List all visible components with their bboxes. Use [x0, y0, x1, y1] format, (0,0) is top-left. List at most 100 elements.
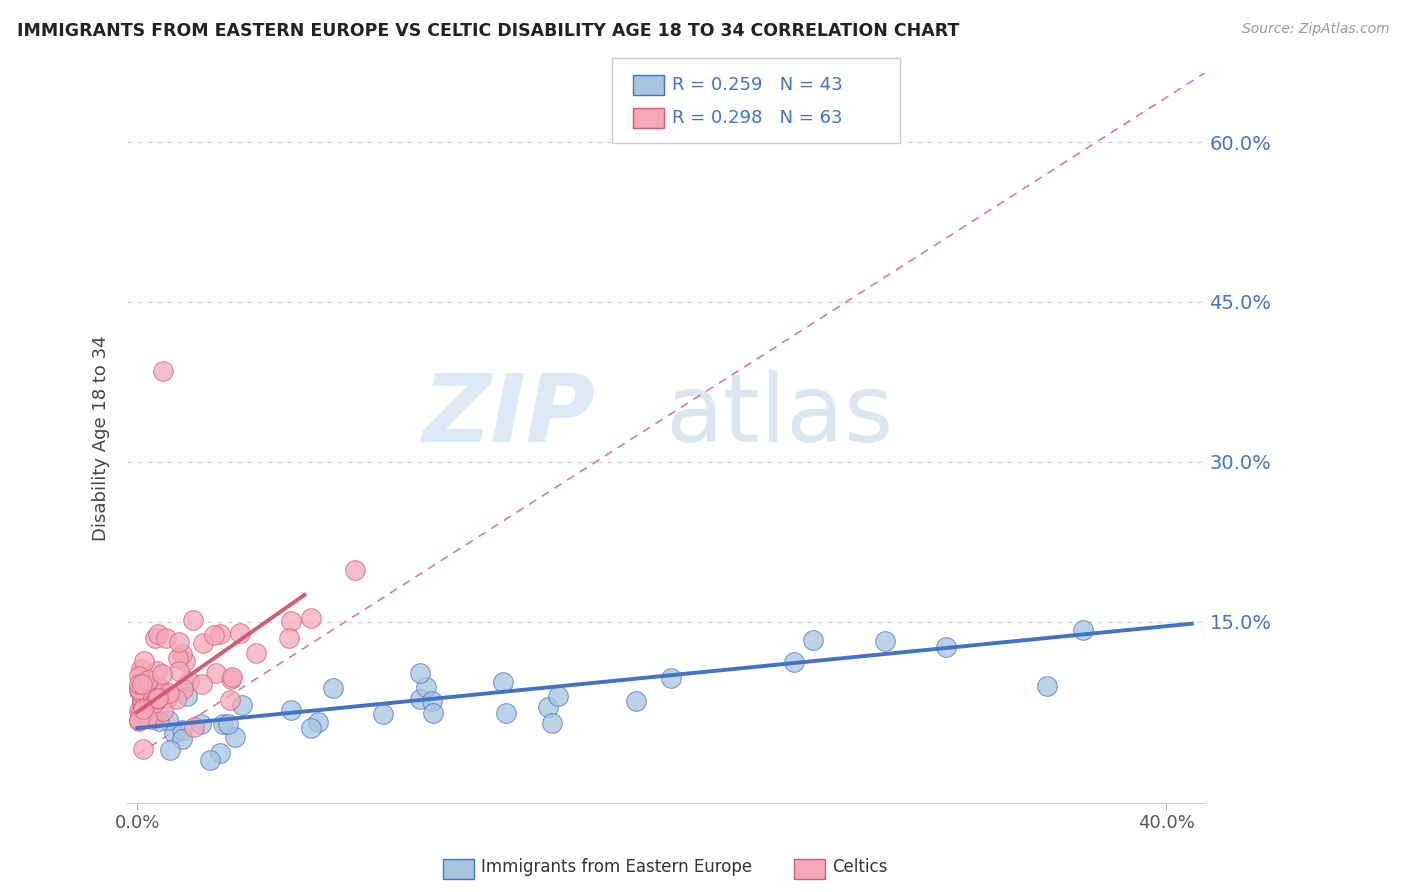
- Point: [245, 646, 267, 660]
- Point: [200, 753, 222, 767]
- Text: IMMIGRANTS FROM EASTERN EUROPE VS CELTIC DISABILITY AGE 18 TO 34 CORRELATION CHA: IMMIGRANTS FROM EASTERN EUROPE VS CELTIC…: [17, 22, 959, 40]
- Point: [167, 635, 190, 649]
- Point: [146, 664, 169, 678]
- Point: [145, 691, 167, 706]
- Text: Immigrants from Eastern Europe: Immigrants from Eastern Europe: [481, 858, 752, 876]
- Point: [132, 700, 155, 714]
- Point: [131, 693, 153, 707]
- Point: [536, 700, 558, 714]
- Point: [231, 698, 253, 713]
- Point: [174, 654, 197, 668]
- Point: [159, 742, 181, 756]
- Point: [659, 671, 682, 685]
- Point: [128, 704, 150, 718]
- Point: [143, 631, 166, 645]
- Point: [208, 746, 231, 760]
- Text: atlas: atlas: [666, 370, 894, 462]
- Point: [148, 714, 170, 729]
- Point: [322, 681, 344, 696]
- Point: [540, 715, 562, 730]
- Point: [131, 677, 153, 691]
- Point: [148, 627, 170, 641]
- Text: ZIP: ZIP: [423, 370, 596, 462]
- Point: [150, 667, 173, 681]
- Point: [169, 665, 191, 679]
- Point: [128, 681, 150, 696]
- Point: [218, 692, 240, 706]
- Point: [176, 689, 198, 703]
- Point: [170, 731, 193, 746]
- Point: [142, 691, 165, 706]
- Point: [134, 654, 156, 668]
- Point: [128, 676, 150, 690]
- Point: [146, 687, 169, 701]
- Point: [280, 703, 302, 717]
- Point: [146, 691, 169, 706]
- Point: [344, 563, 367, 577]
- Point: [141, 712, 163, 726]
- Point: [782, 655, 804, 669]
- Point: [149, 681, 172, 695]
- Point: [307, 714, 329, 729]
- Point: [136, 673, 159, 688]
- Point: [131, 693, 153, 707]
- Text: Source: ZipAtlas.com: Source: ZipAtlas.com: [1241, 22, 1389, 37]
- Point: [212, 716, 235, 731]
- Point: [209, 627, 232, 641]
- Point: [1309, 460, 1331, 475]
- Point: [142, 697, 165, 711]
- Point: [135, 691, 157, 706]
- Point: [165, 692, 187, 706]
- Point: [202, 628, 225, 642]
- Text: R = 0.259   N = 43: R = 0.259 N = 43: [672, 76, 842, 94]
- Point: [157, 686, 180, 700]
- Point: [128, 684, 150, 698]
- Point: [415, 680, 437, 694]
- Text: R = 0.298   N = 63: R = 0.298 N = 63: [672, 109, 842, 127]
- Point: [131, 697, 153, 711]
- Point: [132, 702, 155, 716]
- Point: [131, 689, 153, 703]
- Point: [129, 705, 152, 719]
- Point: [371, 706, 394, 721]
- Point: [217, 717, 239, 731]
- Point: [142, 691, 165, 706]
- Point: [278, 631, 301, 645]
- Point: [132, 675, 155, 690]
- Point: [152, 364, 174, 378]
- Point: [128, 669, 150, 683]
- Point: [153, 688, 176, 702]
- Point: [155, 631, 177, 645]
- Point: [132, 742, 155, 756]
- Point: [172, 681, 194, 696]
- Point: [179, 674, 201, 689]
- Point: [280, 615, 302, 629]
- Point: [128, 713, 150, 727]
- Point: [409, 666, 432, 681]
- Point: [547, 689, 569, 703]
- Point: [422, 706, 444, 720]
- Point: [183, 720, 205, 734]
- Text: Celtics: Celtics: [832, 858, 887, 876]
- Point: [219, 672, 242, 686]
- Point: [170, 723, 193, 737]
- Point: [205, 666, 228, 681]
- Point: [1071, 623, 1094, 637]
- Point: [1036, 679, 1059, 693]
- Point: [299, 721, 322, 735]
- Point: [492, 674, 515, 689]
- Point: [228, 625, 250, 640]
- Point: [172, 647, 194, 661]
- Point: [156, 691, 179, 706]
- Point: [128, 714, 150, 729]
- Point: [935, 640, 957, 654]
- Point: [191, 636, 214, 650]
- Point: [167, 651, 190, 665]
- Point: [163, 726, 186, 740]
- Point: [136, 711, 159, 725]
- Point: [420, 693, 443, 707]
- Point: [190, 717, 212, 731]
- Point: [134, 704, 156, 718]
- Point: [224, 730, 246, 744]
- Point: [624, 694, 647, 708]
